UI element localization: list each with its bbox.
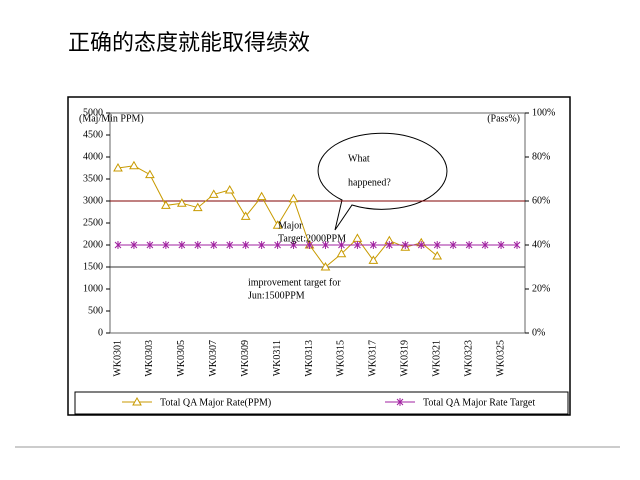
legend-label: Total QA Major Rate(PPM) (160, 397, 271, 408)
point (129, 160, 139, 170)
y2-tick-label: 60% (532, 195, 550, 206)
point (432, 250, 443, 260)
point (208, 189, 219, 198)
point (161, 200, 171, 209)
point (338, 241, 345, 249)
point (513, 241, 521, 249)
y-tick-label: 3000 (83, 195, 103, 206)
legend-box (74, 391, 569, 415)
point (370, 241, 377, 249)
point (113, 162, 123, 172)
point (176, 198, 187, 207)
annotation: Target:2000PPM (278, 233, 346, 244)
annotation: happened? (348, 177, 391, 188)
point (240, 211, 251, 220)
point (224, 184, 235, 194)
point (385, 241, 393, 249)
legend-marker (396, 398, 404, 406)
point (336, 248, 347, 258)
y-axis-label: (Maj/Min PPM) (79, 113, 144, 124)
x-tick-label: WK0311 (272, 340, 283, 376)
y2-axis-label: (Pass%) (487, 113, 520, 124)
point (162, 241, 170, 249)
point (256, 191, 267, 201)
y2-tick-label: 100% (532, 107, 555, 118)
y-tick-label: 1000 (83, 283, 103, 294)
x-tick-label: WK0319 (400, 340, 411, 377)
point (258, 241, 265, 249)
point (449, 241, 457, 249)
point (417, 241, 425, 249)
point (465, 241, 473, 249)
point (288, 193, 299, 203)
legend-label: Total QA Major Rate Target (423, 397, 535, 408)
point (352, 233, 363, 242)
point (194, 241, 202, 249)
y-tick-label: 1500 (83, 261, 103, 272)
x-tick-label: WK0317 (368, 340, 379, 377)
point (242, 241, 250, 249)
chart-frame (67, 96, 571, 416)
point (368, 255, 379, 264)
point (145, 169, 155, 179)
point (290, 241, 297, 249)
y-tick-label: 2000 (83, 239, 103, 250)
plot-area (109, 112, 526, 334)
point (226, 241, 234, 249)
x-tick-label: WK0307 (208, 340, 219, 377)
x-tick-label: WK0313 (304, 340, 315, 377)
point (274, 241, 281, 249)
point (320, 261, 331, 271)
y-tick-label: 4500 (83, 129, 103, 140)
y-tick-label: 500 (88, 305, 103, 316)
x-tick-label: WK0315 (336, 340, 347, 377)
y2-tick-label: 80% (532, 151, 550, 162)
point (272, 220, 283, 229)
x-tick-label: WK0305 (176, 340, 187, 377)
point (146, 241, 154, 249)
y-tick-label: 2500 (83, 217, 103, 228)
y2-tick-label: 40% (532, 239, 550, 250)
y-tick-label: 0 (98, 327, 103, 338)
slide-title: 正确的态度就能取得绩效 (68, 31, 310, 56)
y2-tick-label: 20% (532, 283, 550, 294)
point (130, 241, 138, 249)
legend-marker (132, 396, 142, 406)
x-tick-label: WK0321 (432, 340, 443, 377)
point (354, 241, 361, 249)
x-tick-label: WK0323 (463, 340, 474, 377)
callout (317, 132, 448, 231)
point (178, 241, 186, 249)
legend: Total QA Major Rate(PPM) Total QA Major R… (122, 396, 535, 408)
annotation: Jun:1500PPM (248, 290, 305, 301)
point (401, 241, 409, 249)
annotation: What (348, 153, 370, 164)
x-tick-label: WK0325 (495, 340, 506, 377)
x-tick-label: WK0301 (112, 340, 123, 377)
point (114, 241, 122, 249)
point (481, 241, 489, 249)
y2-tick-label: 0% (532, 327, 545, 338)
annotation: improvement target for (248, 277, 341, 288)
point (433, 241, 441, 249)
point (210, 241, 218, 249)
y-tick-label: 3500 (83, 173, 103, 184)
point (322, 241, 329, 249)
point (306, 241, 313, 249)
point (497, 241, 505, 249)
point (192, 202, 203, 212)
x-tick-label: WK0309 (240, 340, 251, 377)
annotation: Major (278, 220, 303, 231)
y-tick-label: 4000 (83, 151, 103, 162)
x-tick-label: WK0303 (144, 340, 155, 377)
y-tick-label: 5000 (83, 107, 103, 118)
